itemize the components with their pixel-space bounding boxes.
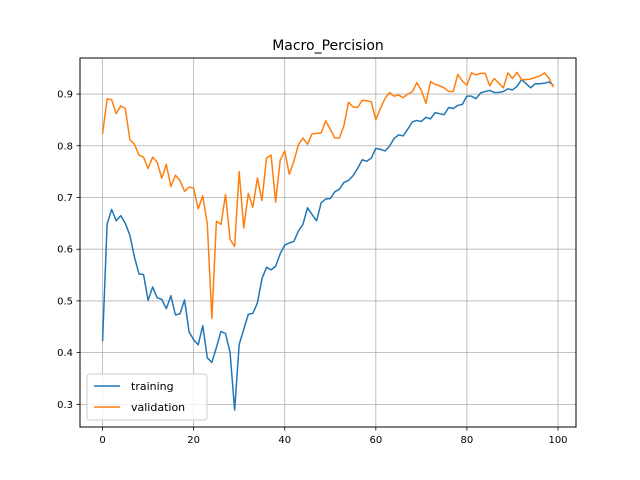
series-line-validation <box>101 71 555 320</box>
y-tick-label: 0.4 <box>57 348 73 359</box>
y-tick-label: 0.6 <box>57 245 73 256</box>
ticks: 0 20 40 60 80 100 0.3 0.4 0.5 0.6 0.7 0.8 0.9 <box>57 90 567 446</box>
legend: training validation <box>86 373 208 421</box>
y-tick-label: 0.8 <box>57 141 73 152</box>
series-layer <box>101 71 555 411</box>
x-tick-label: 20 <box>187 435 200 446</box>
y-tick-label: 0.7 <box>57 193 73 204</box>
x-tick-label: 100 <box>548 435 567 446</box>
plot-area <box>80 58 576 427</box>
x-tick-label: 0 <box>99 435 105 446</box>
chart-title: Macro_Percision <box>272 38 384 54</box>
x-tick-label: 40 <box>278 435 291 446</box>
x-tick-label: 60 <box>369 435 382 446</box>
legend-label-validation: validation <box>131 401 185 414</box>
series-line-training <box>101 78 554 411</box>
y-tick-label: 0.5 <box>57 296 73 307</box>
plot-frame <box>79 57 577 428</box>
legend-label-training: training <box>131 380 174 393</box>
x-tick-label: 80 <box>461 435 474 446</box>
y-tick-label: 0.3 <box>57 400 73 411</box>
y-tick-label: 0.9 <box>57 90 73 101</box>
